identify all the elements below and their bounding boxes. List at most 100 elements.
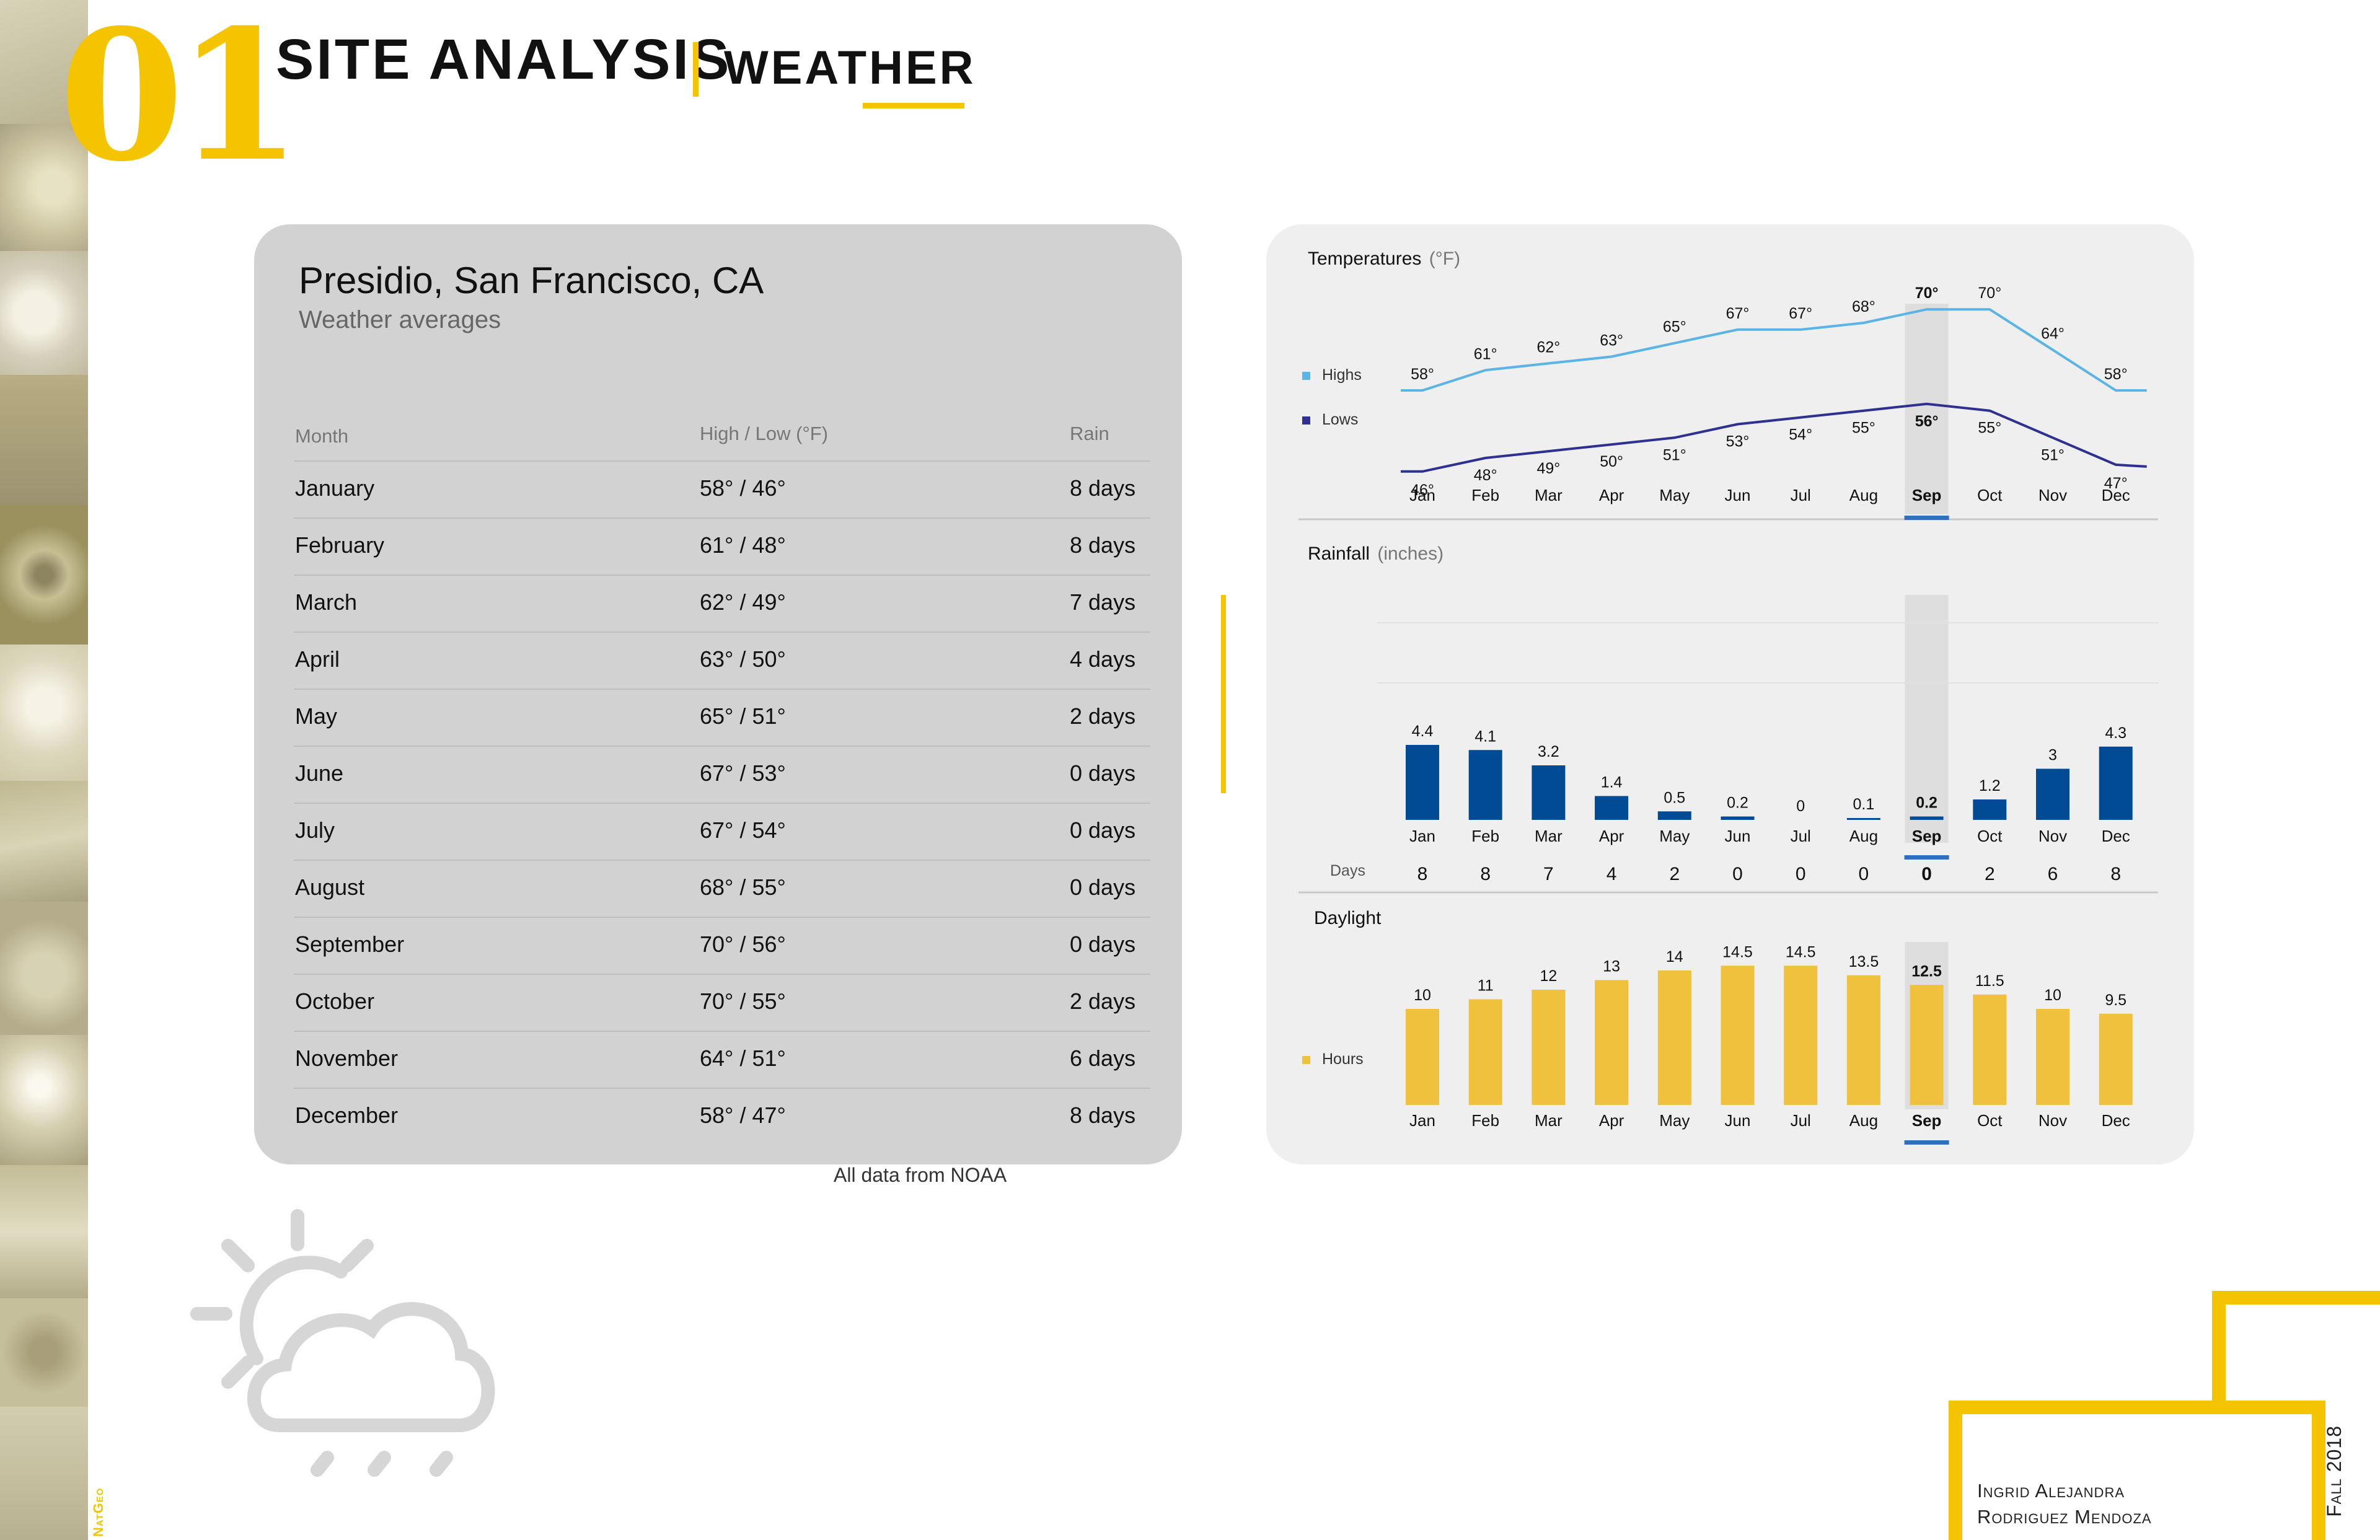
rain-x-tick: Jan	[1409, 827, 1435, 845]
page-subtitle: WEATHER	[724, 42, 976, 94]
svg-text:Temperatures (°F): Temperatures (°F)	[1308, 249, 1460, 269]
temp-label-highs: 61°	[1474, 345, 1497, 363]
rain-value-label: 1.4	[1601, 774, 1623, 791]
row-month: June	[295, 760, 344, 786]
temp-label-lows: 54°	[1789, 426, 1812, 444]
temp-x-tick: Jun	[1725, 486, 1751, 504]
temp-chart-title: Temperatures	[1308, 249, 1421, 269]
rain-days-value: 4	[1606, 864, 1617, 884]
temp-label-highs: 70°	[1978, 284, 2001, 302]
daylight-value-label: 13	[1603, 958, 1620, 975]
rain-bar	[1595, 796, 1629, 820]
row-month: January	[295, 475, 375, 501]
term-label: Fall 2018	[2323, 1425, 2345, 1517]
col-header-rain: Rain	[1070, 423, 1109, 444]
temperature-chart: 58° 61° 62° 63° 65° 67° 67° 68° 70° 70° 64° 58° 46° 4…	[1298, 284, 2158, 521]
rain-bar	[1721, 816, 1755, 820]
row-month: February	[295, 532, 385, 558]
partly-cloudy-icon	[190, 1209, 495, 1477]
row-rain: 4 days	[1070, 646, 1136, 672]
table-row: November 64° / 51° 6 days	[294, 1031, 1150, 1089]
row-month: April	[295, 646, 340, 672]
daylight-bar	[1910, 985, 1944, 1105]
row-rain: 0 days	[1070, 817, 1136, 843]
rain-days-value: 8	[1417, 864, 1428, 884]
rain-x-tick: Oct	[1977, 827, 2003, 845]
table-row: August 68° / 55° 0 days	[294, 860, 1150, 918]
rainfall-chart: 4.4 Jan 8 4.1 Feb 8 3.2 Mar 7 1.4 Apr 4 0.5 May 2 0.2 Ju…	[1298, 595, 2158, 894]
row-rain: 2 days	[1070, 988, 1136, 1014]
daylight-x-tick: Jul	[1791, 1111, 1811, 1130]
temp-x-tick: Sep	[1912, 486, 1942, 504]
row-rain: 7 days	[1070, 589, 1136, 615]
legend-hours-label: Hours	[1322, 1050, 1364, 1068]
row-rain: 6 days	[1070, 1045, 1136, 1071]
temp-label-lows: 50°	[1600, 453, 1623, 470]
daylight-value-label: 10	[2044, 987, 2061, 1004]
row-highlow: 67° / 53°	[700, 760, 786, 786]
row-highlow: 63° / 50°	[700, 646, 786, 672]
rain-days-value: 2	[1985, 864, 1995, 884]
row-highlow: 58° / 46°	[700, 475, 786, 501]
rain-value-label: 4.3	[2105, 724, 2127, 742]
rain-bar	[1846, 818, 1880, 820]
temp-label-highs: 58°	[2104, 366, 2128, 383]
rain-days-value: 0	[1732, 864, 1743, 884]
rain-x-tick: Jun	[1725, 827, 1751, 845]
temp-x-tick: Feb	[1471, 486, 1499, 504]
rain-days-value: 0	[1859, 864, 1869, 884]
row-highlow: 62° / 49°	[700, 589, 786, 615]
legend-hours-swatch	[1302, 1056, 1310, 1064]
daylight-bar	[1595, 980, 1629, 1105]
row-month: May	[295, 703, 338, 729]
row-rain: 2 days	[1070, 703, 1136, 729]
rain-x-tick: Feb	[1471, 827, 1499, 845]
table-row: October 70° / 55° 2 days	[294, 974, 1150, 1032]
row-rain: 0 days	[1070, 874, 1136, 900]
rain-highlight-column	[1905, 595, 1949, 843]
table-row: September 70° / 56° 0 days	[294, 917, 1150, 975]
daylight-x-tick: Dec	[2102, 1111, 2130, 1130]
row-rain: 8 days	[1070, 475, 1136, 501]
temp-x-tick: Dec	[2102, 486, 2130, 504]
daylight-x-tick: Feb	[1471, 1111, 1499, 1130]
col-header-highlow: High / Low (°F)	[700, 423, 829, 444]
temp-label-highs: 64°	[2041, 325, 2065, 343]
row-highlow: 70° / 55°	[700, 988, 786, 1014]
rain-bar	[2099, 746, 2133, 820]
daylight-value-label: 11.5	[1975, 972, 2004, 990]
rain-selected-indicator	[1904, 855, 1949, 860]
table-row: January 58° / 46° 8 days	[294, 460, 1150, 519]
daylight-value-label: 9.5	[2105, 992, 2127, 1009]
daylight-bar	[2036, 1009, 2069, 1105]
daylight-x-tick: Mar	[1535, 1111, 1562, 1130]
temp-label-lows: 53°	[1726, 433, 1750, 451]
rain-x-tick: May	[1659, 827, 1690, 845]
daylight-value-label: 10	[1414, 987, 1431, 1004]
temp-selected-indicator	[1904, 516, 1949, 520]
temp-label-lows: 55°	[1978, 420, 2001, 437]
table-row: April 63° / 50° 4 days	[294, 631, 1150, 690]
rain-x-tick: Apr	[1599, 827, 1624, 845]
rain-bar	[1973, 799, 2007, 820]
rain-days-value: 2	[1669, 864, 1680, 884]
temp-label-lows: 55°	[1852, 420, 1875, 437]
rain-value-label: 4.4	[1412, 723, 1434, 740]
daylight-x-tick: Apr	[1599, 1111, 1624, 1130]
temp-label-lows: 46°	[1411, 482, 1434, 499]
row-highlow: 65° / 51°	[700, 703, 786, 729]
temp-label-lows: 47°	[2104, 475, 2128, 492]
row-month: November	[295, 1045, 399, 1071]
row-month: March	[295, 589, 358, 615]
page-title: SITE ANALYSIS	[276, 28, 732, 91]
temp-x-tick: Jul	[1791, 486, 1811, 504]
temp-line-lows	[1401, 402, 2147, 473]
rain-x-tick: Mar	[1535, 827, 1562, 845]
temp-label-lows: 49°	[1536, 460, 1560, 477]
daylight-bar	[1973, 994, 2007, 1105]
subtitle-underline	[863, 103, 964, 108]
daylight-value-label: 11	[1478, 977, 1494, 995]
row-rain: 8 days	[1070, 532, 1136, 558]
row-highlow: 58° / 47°	[700, 1102, 786, 1128]
